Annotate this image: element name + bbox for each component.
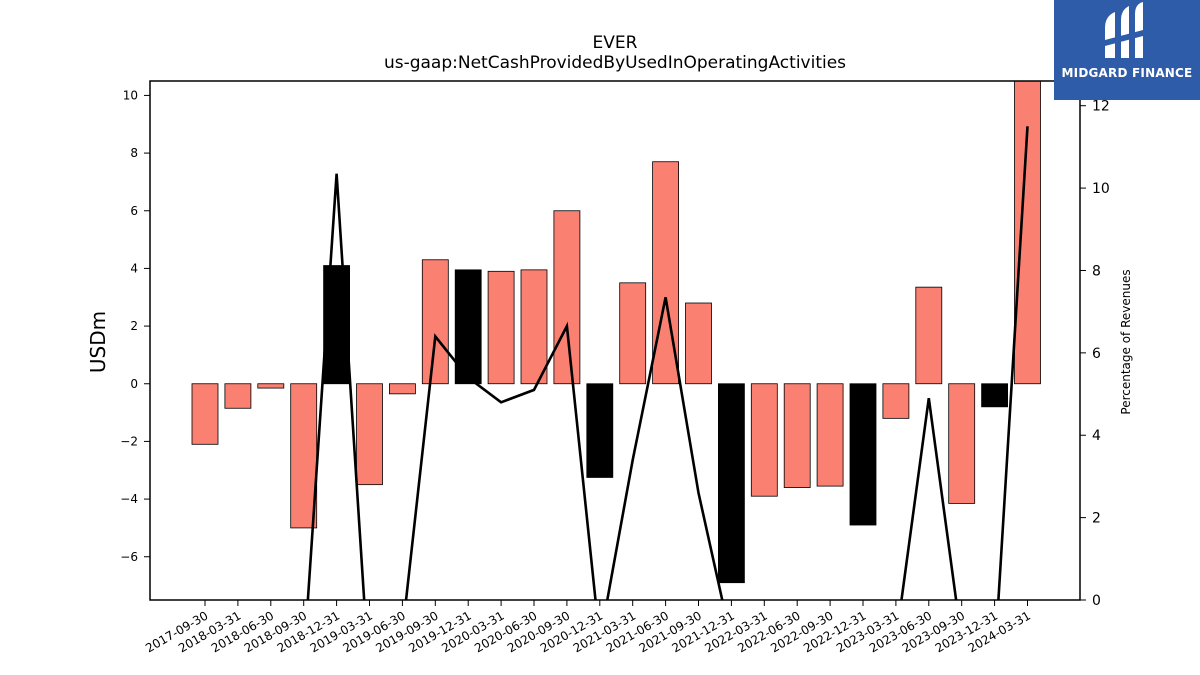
y2-tick-label: 4 [1092,428,1101,444]
plot-frame [149,80,1081,601]
bar-2019-03-31 [356,383,383,486]
logo-text: MIDGARD FINANCE [1061,66,1193,80]
chart-subtitle: us-gaap:NetCashProvidedByUsedInOperating… [384,53,846,73]
y-axis-label: USDm [86,311,110,373]
y-tick-label: 6 [130,204,138,218]
logo-mark-icon [1105,2,1143,58]
y2-tick-label: 0 [1092,593,1101,609]
bar-2018-09-30 [290,383,318,529]
y2-tick-label: 6 [1092,346,1101,362]
bar-2021-09-30 [685,302,712,385]
bar-2022-06-30 [783,383,811,488]
bar-2021-12-31 [718,383,745,584]
y-tick-label: −2 [120,434,138,448]
chart-title: EVER [593,33,638,53]
bar-2021-03-31 [619,282,647,385]
y-tick-label: 0 [130,377,138,391]
bar-2024-03-31 [1014,81,1041,385]
bar-2023-09-30 [948,383,976,504]
bar-2019-06-30 [388,383,416,395]
y-tick-label: −6 [120,550,138,564]
y2-tick-label: 12 [1092,99,1110,115]
line-layer [306,126,1029,600]
bar-2020-12-31 [586,383,614,478]
bar-2023-12-31 [981,383,1008,408]
bar-2020-06-30 [520,269,548,385]
y-tick-label: 8 [130,146,138,160]
logo: MIDGARD FINANCE [1054,0,1200,100]
bar-2023-06-30 [915,286,943,385]
y2-tick-label: 8 [1092,263,1101,279]
bar-2018-06-30 [257,383,285,389]
bar-2022-09-30 [816,383,844,487]
bar-2018-03-31 [224,383,252,409]
y2-tick-label: 10 [1092,181,1110,197]
y-tick-label: 10 [123,88,138,102]
bar-2017-09-30 [191,383,219,445]
y2-tick-label: 2 [1092,511,1101,527]
y-tick-label: −4 [120,492,138,506]
bar-2020-03-31 [487,270,515,385]
y-tick-label: 2 [130,319,138,333]
axes: −6−4−202468100246810122017-09-302018-03-… [120,80,1110,655]
bar-2023-03-31 [882,383,910,419]
bar-2019-09-30 [421,259,449,385]
bar-2022-03-31 [750,383,778,497]
y-tick-label: 4 [130,261,138,275]
bar-2020-09-30 [553,210,581,385]
percentage-line [306,126,1029,600]
bar-2022-12-31 [849,383,877,526]
y2-axis-label: Percentage of Revenues [1119,269,1133,414]
bars [191,81,1041,584]
